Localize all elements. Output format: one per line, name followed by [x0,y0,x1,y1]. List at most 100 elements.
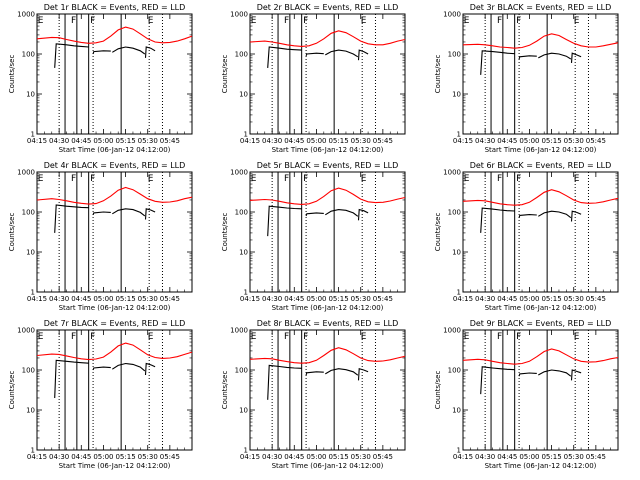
y-tick-label: 1 [244,447,248,455]
series-line-events [144,208,156,220]
series-line-events [92,211,111,215]
series-line-events [267,46,302,68]
y-axis-label: Counts/sec [8,213,16,252]
x-tick-label: 04:45 [497,137,517,145]
x-tick-label: 05:45 [160,295,180,303]
x-tick-label: 05:30 [351,137,371,145]
x-tick-label: 05:45 [586,453,606,461]
y-tick-label: 100 [448,51,461,59]
series-line-lld [36,186,193,205]
y-axis-label: Counts/sec [221,371,229,410]
x-tick-label: 05:00 [306,137,326,145]
y-tick-label: 100 [235,51,248,59]
series-line-events [357,208,369,221]
chart-panel-8: Det 8r BLACK = Events, RED = LLD 1 10 100 10… [221,319,406,470]
x-axis-label: Start Time (06-Jan-12 04:12:00) [485,146,597,154]
x-tick-label: 05:15 [115,453,135,461]
series-line-lld [462,348,619,365]
y-tick-label: 1 [31,131,35,139]
x-tick-label: 04:15 [453,137,473,145]
x-tick-label: 04:45 [71,453,91,461]
y-axis-label: Counts/sec [434,371,442,410]
flag-marker-e: E [251,332,257,342]
plot-frame [249,13,406,135]
y-tick-label: 1000 [443,327,461,335]
flag-marker-f: F [71,174,76,184]
chart-title: Det 4r BLACK = Events, RED = LLD [44,161,186,170]
x-tick-label: 05:00 [93,137,113,145]
series-line-events [54,359,89,399]
x-tick-label: 04:45 [284,137,304,145]
chart-panel-4: Det 4r BLACK = Events, RED = LLD 1 10 100 10… [8,161,193,312]
x-tick-label: 05:30 [351,295,371,303]
series-line-events [518,55,537,60]
series-line-events [480,366,515,395]
x-axis-label: Start Time (06-Jan-12 04:12:00) [485,304,597,312]
plot-frame [249,171,406,293]
chart-panel-2: Det 2r BLACK = Events, RED = LLD 1 10 100 10… [221,3,406,154]
y-tick-label: 10 [452,407,461,415]
series-line-lld [462,189,619,206]
x-tick-label: 04:45 [497,295,517,303]
x-axis-label: Start Time (06-Jan-12 04:12:00) [59,462,171,470]
x-tick-label: 04:30 [49,295,69,303]
x-tick-label: 04:15 [453,295,473,303]
plot-frame [36,13,193,135]
flag-marker-e: E [361,16,367,26]
x-tick-label: 04:30 [49,453,69,461]
series-line-lld [249,347,406,364]
series-line-events [538,210,572,219]
flag-marker-e: E [574,174,580,184]
series-line-events [305,52,324,56]
flag-marker-f: F [516,174,521,184]
x-axis-label: Start Time (06-Jan-12 04:12:00) [485,462,597,470]
flag-marker-f: F [90,16,95,26]
x-tick-label: 05:30 [564,453,584,461]
y-tick-label: 1 [31,289,35,297]
x-tick-label: 04:45 [284,453,304,461]
y-tick-label: 1 [244,131,248,139]
x-tick-label: 04:30 [262,137,282,145]
flag-marker-f: F [284,16,289,26]
plot-frame [36,329,193,451]
y-tick-label: 1000 [443,11,461,19]
x-tick-label: 05:45 [586,295,606,303]
chart-title: Det 5r BLACK = Events, RED = LLD [257,161,399,170]
flag-marker-e: E [148,332,154,342]
x-tick-label: 05:15 [115,295,135,303]
chart-panel-1: Det 1r BLACK = Events, RED = LLD 1 10 100 10… [8,3,193,154]
chart-title: Det 9r BLACK = Events, RED = LLD [470,319,612,328]
series-line-events [305,212,324,217]
flag-marker-e: E [574,16,580,26]
chart-title: Det 1r BLACK = Events, RED = LLD [44,3,186,12]
x-tick-label: 05:30 [138,453,158,461]
flag-marker-e: E [361,332,367,342]
y-axis-label: Counts/sec [8,55,16,94]
x-tick-label: 04:30 [475,453,495,461]
y-axis-label: Counts/sec [434,55,442,94]
y-tick-label: 100 [235,209,248,217]
series-line-lld [249,30,406,47]
x-axis-label: Start Time (06-Jan-12 04:12:00) [272,146,384,154]
y-tick-label: 100 [22,51,35,59]
x-tick-label: 05:00 [519,137,539,145]
x-tick-label: 04:15 [240,137,260,145]
y-tick-label: 10 [239,249,248,257]
x-tick-label: 05:45 [373,295,393,303]
series-line-events [305,371,324,376]
flag-marker-f: F [516,332,521,342]
flag-marker-f: F [497,174,502,184]
series-line-events [480,50,515,75]
x-tick-label: 05:45 [160,137,180,145]
x-tick-label: 04:15 [453,453,473,461]
series-line-events [518,372,537,377]
y-tick-label: 1000 [17,327,35,335]
plot-frame [462,13,619,135]
x-tick-label: 05:15 [115,137,135,145]
x-axis-label: Start Time (06-Jan-12 04:12:00) [59,146,171,154]
flag-marker-f: F [516,16,521,26]
flag-marker-e: E [38,16,44,26]
x-tick-label: 05:30 [138,137,158,145]
y-tick-label: 10 [452,91,461,99]
series-line-events [325,49,359,58]
